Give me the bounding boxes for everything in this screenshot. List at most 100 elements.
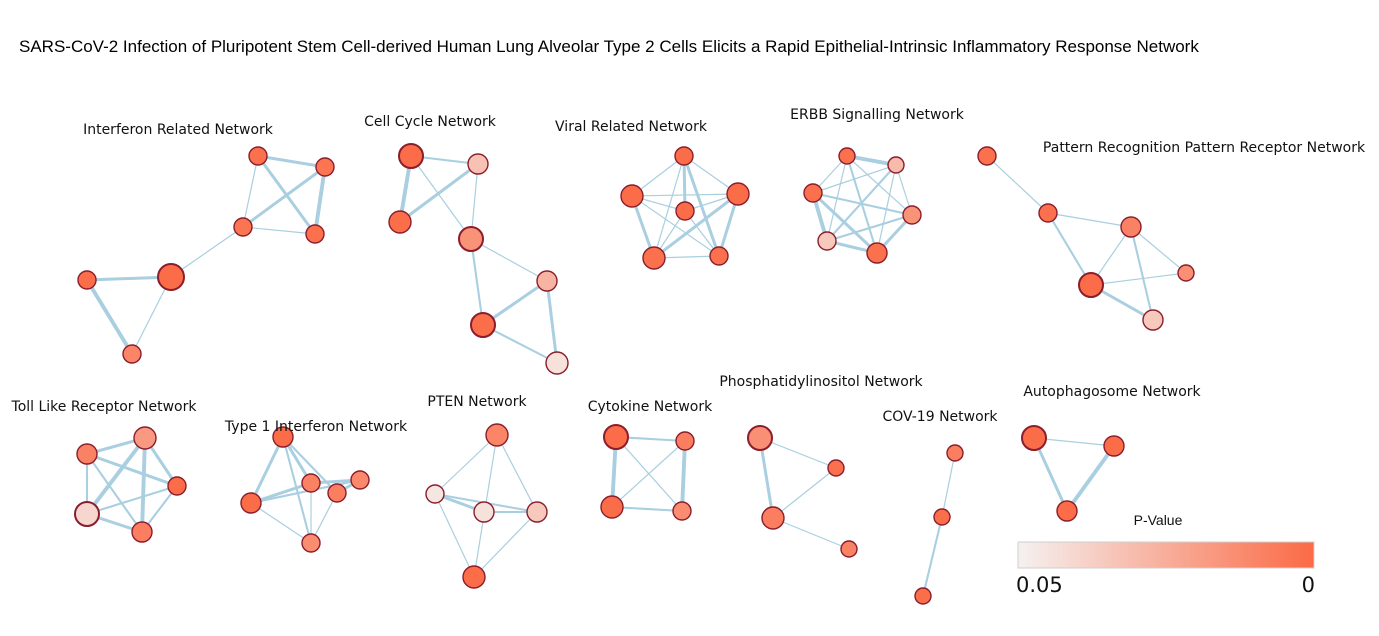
network-5-edge [986,155,1049,214]
network-2-node [458,226,484,252]
network-12-edge [1065,444,1116,513]
network-2-label: Cell Cycle Network [364,114,497,130]
network-1-edge [242,226,316,235]
page-title: SARS-CoV-2 Infection of Pluripotent Stem… [19,37,1199,56]
network-1-node [233,217,253,237]
legend-max-label: 0 [1302,573,1315,597]
network-11-node [933,508,951,526]
network-2-node [398,143,424,169]
network-6-node [74,501,100,527]
network-6-node [133,426,157,450]
network-8-edge [434,493,475,578]
network-10-edge [758,437,775,519]
network-3-edge [631,193,739,197]
network-6-node [76,443,98,465]
network-10-node [761,506,785,530]
network-3-node [675,201,695,221]
network-3-label: Viral Related Network [555,119,708,135]
legend-colorbar [1017,541,1315,569]
network-7-edge [250,478,361,505]
network-1-label: Interferon Related Network [83,122,274,138]
network-10-edge [772,517,850,550]
network-1-node [157,263,185,291]
network-9-edge [680,440,687,512]
network-4-node [866,242,888,264]
network-8-edge [473,511,538,578]
network-11-edge [921,516,944,597]
network-5-label: Pattern Recognition Pattern Receptor Net… [1043,140,1366,156]
network-10-edge [772,467,837,519]
network-2-node [545,351,569,375]
network-2-edge [410,155,472,240]
network-1-node [305,224,325,244]
network-5-node [1142,309,1164,331]
network-9-node [600,495,624,519]
network-7-edge [249,436,285,504]
network-2-node [536,270,558,292]
network-2-edge [469,238,485,326]
network-4-edge [846,155,913,216]
network-8-node [425,484,445,504]
network-1-node [122,344,142,364]
network-12-edge [1032,437,1069,512]
network-8-edge [496,434,538,513]
network-5-edge [1047,212,1132,228]
network-1-edge [242,155,259,228]
network-6-node [131,521,153,543]
network-1-edge [313,166,327,235]
network-10-edge [759,437,837,469]
network-11-label: COV-19 Network [882,409,998,425]
network-2-edge [545,280,559,364]
network-9-edge [611,440,686,508]
network-8-edge [434,434,498,495]
network-6-edge [86,452,178,488]
network-8-label: PTEN Network [427,394,527,410]
network-7-edge [250,502,312,544]
network-5-node [1038,203,1058,223]
network-2-edge [482,324,558,364]
network-1-edge [131,276,172,355]
network-10-label: Phosphatidylinositol Network [719,374,923,390]
network-10-node [827,459,845,477]
legend-title: P-Value [1134,512,1183,528]
network-9-node [672,501,692,521]
network-7-node [350,470,370,490]
network-6-node [167,476,187,496]
network-1-edge [85,278,134,356]
network-3-node [726,182,750,206]
network-7-node [301,473,321,493]
network-5-edge [1047,212,1092,286]
network-12-node [1103,435,1125,457]
network-4-node [887,156,905,174]
network-6-edge [86,453,143,533]
network-7-edge [281,436,313,544]
network-9-node [603,424,629,450]
network-7-node [327,483,347,503]
network-1-edge [170,226,244,278]
network-4-node [803,183,823,203]
network-6-edge [140,437,147,533]
network-5-edge [1129,226,1155,321]
network-7-node [240,492,262,514]
network-7-label: Type 1 Interferon Network [224,419,408,435]
pvalue-legend: P-Value 0.05 0 [1016,512,1315,597]
network-3-node [642,246,666,270]
network-3-node [620,184,644,208]
network-2-node [467,153,489,175]
network-4-label: ERBB Signalling Network [790,107,965,123]
network-8-node [526,501,548,523]
network-12-node [1056,500,1078,522]
network-5-node [1177,264,1195,282]
network-1-node [315,157,335,177]
network-7-node [301,533,321,553]
network-8-node [485,423,509,447]
legend-min-label: 0.05 [1016,573,1063,597]
network-2-node [470,312,496,338]
network-6-edge [86,484,178,516]
network-12-label: Autophagosome Network [1023,384,1201,400]
network-2-edge [399,162,479,224]
network-11-node [946,444,964,462]
network-2-node [388,210,412,234]
network-6-label: Toll Like Receptor Network [11,399,198,415]
